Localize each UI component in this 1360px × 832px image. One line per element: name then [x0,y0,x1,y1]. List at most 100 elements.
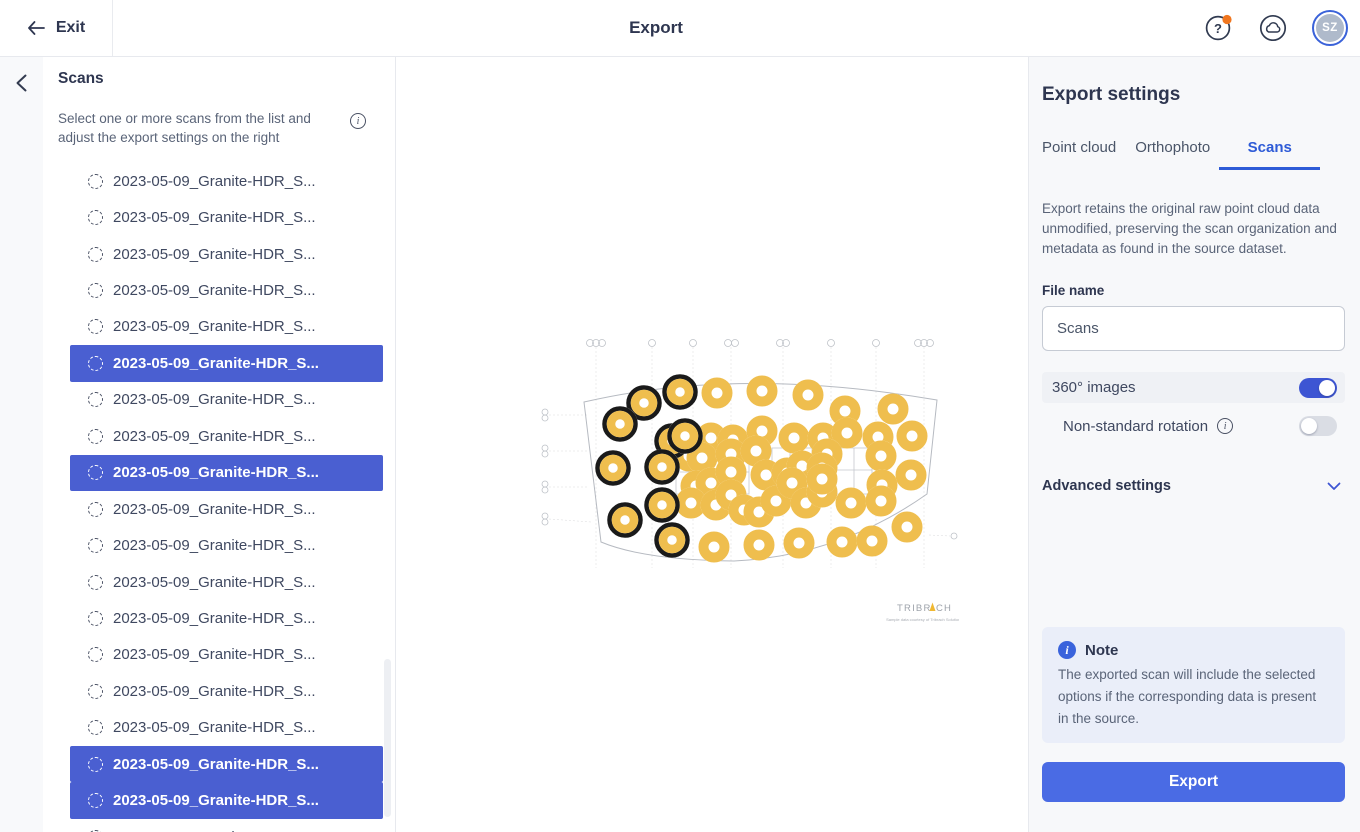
tab-scans[interactable]: Scans [1219,139,1321,170]
scan-marker[interactable] [891,511,923,543]
scan-icon [88,283,103,299]
scan-list-item[interactable]: 2023-05-09_Granite-HDR_S... [70,746,383,783]
scan-marker[interactable] [792,379,824,411]
help-button[interactable]: ? [1204,13,1234,43]
chevron-left-icon [16,74,27,92]
scan-marker[interactable] [896,420,928,452]
scan-marker-selected[interactable] [654,522,690,558]
logo-text-left: TRIBR [897,603,932,614]
scan-list-item[interactable]: 2023-05-09_Granite-HDR_S... [70,163,383,199]
note-body: The exported scan will include the selec… [1058,667,1317,726]
exit-label: Exit [55,19,86,36]
scan-marker-selected[interactable] [626,385,662,421]
scan-marker[interactable] [865,485,897,517]
scan-marker[interactable] [831,417,863,449]
non-standard-rotation-label: Non-standard rotation [1063,417,1209,435]
scan-marker[interactable] [783,527,815,559]
scan-marker[interactable] [826,526,858,558]
scan-marker-selected[interactable] [662,374,698,410]
non-standard-rotation-toggle[interactable] [1299,416,1337,436]
scan-list-item[interactable]: 2023-05-09_Granite-HDR_S... [70,637,383,673]
tab-orthophoto[interactable]: Orthophoto [1135,139,1211,156]
scan-list-item[interactable]: 2023-05-09_Granite-HDR_S... [70,199,383,235]
scan-marker[interactable] [877,393,909,425]
note-box: i Note The exported scan will include th… [1042,627,1345,743]
scan-item-label: 2023-05-09_Granite-HDR_S... [113,282,316,300]
collapse-panel-button[interactable] [10,71,34,95]
scan-marker-selected[interactable] [602,406,638,442]
scan-list-item[interactable]: 2023-05-09_Granite-HDR_S... [70,710,383,746]
scan-panel-description: Select one or more scans from the list a… [58,111,311,145]
export-button[interactable]: Export [1042,762,1345,802]
scan-list-item[interactable]: 2023-05-09_Granite-HDR_S... [70,564,383,600]
scan-icon [88,246,103,262]
scan-list-item[interactable]: 2023-05-09_Granite-HDR_S... [70,782,383,819]
scan-list-item[interactable]: 2023-05-09_Granite-HDR_S... [70,491,383,527]
scan-list: 2023-05-09_Granite-HDR_S... 2023-05-09_Gr… [70,163,383,832]
scan-marker[interactable] [895,459,927,491]
logo-mark [929,602,936,611]
scan-marker[interactable] [746,375,778,407]
images-360-label: 360° images [1052,379,1136,396]
scan-list-item[interactable]: 2023-05-09_Granite-HDR_S... [70,527,383,563]
images-360-row: 360° images [1042,372,1345,403]
tab-point-cloud[interactable]: Point cloud [1042,139,1117,156]
svg-text:?: ? [1214,21,1222,36]
info-icon[interactable]: i [350,113,366,129]
scan-marker-selected[interactable] [667,418,703,454]
scan-marker[interactable] [806,463,838,495]
chevron-down-icon [1327,482,1341,490]
rotation-info-icon[interactable]: i [1217,418,1234,434]
scan-list-item[interactable]: 2023-05-09_Granite-HDR_S... [70,600,383,636]
file-name-label: File name [1042,283,1105,298]
vendor-logo: TRIBR CH Sample data courtesy of Tribrac… [886,602,959,622]
scan-marker-selected[interactable] [607,502,643,538]
cloud-sync-button[interactable] [1258,13,1288,43]
advanced-settings-toggle[interactable]: Advanced settings [1042,478,1345,494]
scan-list-item[interactable]: 2023-05-09_Granite-HDR_S... [70,236,383,272]
scan-item-label: 2023-05-09_Granite-HDR_S... [113,609,316,627]
scan-icon [88,465,103,481]
scan-marker[interactable] [835,487,867,519]
scan-item-label: 2023-05-09_Granite-HDR_S... [113,500,316,518]
scan-marker[interactable] [701,377,733,409]
scan-item-label: 2023-05-09_Granite-HDR_S... [113,792,319,810]
scan-marker[interactable] [743,529,775,561]
scan-marker-selected[interactable] [644,487,680,523]
scan-item-label: 2023-05-09_Granite-HDR_S... [113,829,316,832]
scan-icon [88,610,103,626]
scan-list-item[interactable]: 2023-05-09_Granite-HDR_S... [70,454,383,491]
scan-marker[interactable] [865,440,897,472]
scan-marker-selected[interactable] [644,449,680,485]
scan-icon [88,647,103,663]
scan-list-scrollbar[interactable] [384,659,391,817]
scan-marker-selected[interactable] [595,450,631,486]
scan-list-item[interactable]: 2023-05-09_Granite-HDR_S... [70,673,383,709]
scan-marker[interactable] [778,422,810,454]
scan-list-item[interactable]: 2023-05-09_Granite-HDR_S... [70,309,383,345]
scan-list-item[interactable]: 2023-05-09_Granite-HDR_S... [70,418,383,454]
scan-marker[interactable] [740,435,772,467]
scan-marker[interactable] [856,525,888,557]
scan-item-label: 2023-05-09_Granite-HDR_S... [113,719,316,737]
scan-list-item[interactable]: 2023-05-09_Granite-HDR_S... [70,345,383,382]
file-name-input[interactable] [1042,306,1345,351]
logo-tagline: Sample data courtesy of Tribrach Solutio… [886,617,959,622]
user-avatar[interactable]: SZ [1312,10,1348,46]
scan-panel-title: Scans [58,70,104,87]
scan-list-item[interactable]: 2023-05-09_Granite-HDR_S... [70,272,383,308]
scan-icon [88,355,103,371]
images-360-toggle[interactable] [1299,377,1337,398]
scan-icon [88,392,103,408]
scan-list-panel: Scans Select one or more scans from the … [43,57,396,832]
note-title: Note [1085,641,1119,659]
scan-marker[interactable] [698,531,730,563]
scan-icon [88,720,103,736]
scan-list-item[interactable]: 2023-05-09_Granite-HDR_S... [70,819,383,832]
scan-icon [88,319,103,335]
scan-list-item[interactable]: 2023-05-09_Granite-HDR_S... [70,382,383,418]
exit-button[interactable]: Exit [0,0,113,56]
left-rail [0,57,43,832]
scan-item-label: 2023-05-09_Granite-HDR_S... [113,464,319,482]
scan-item-label: 2023-05-09_Granite-HDR_S... [113,391,316,409]
